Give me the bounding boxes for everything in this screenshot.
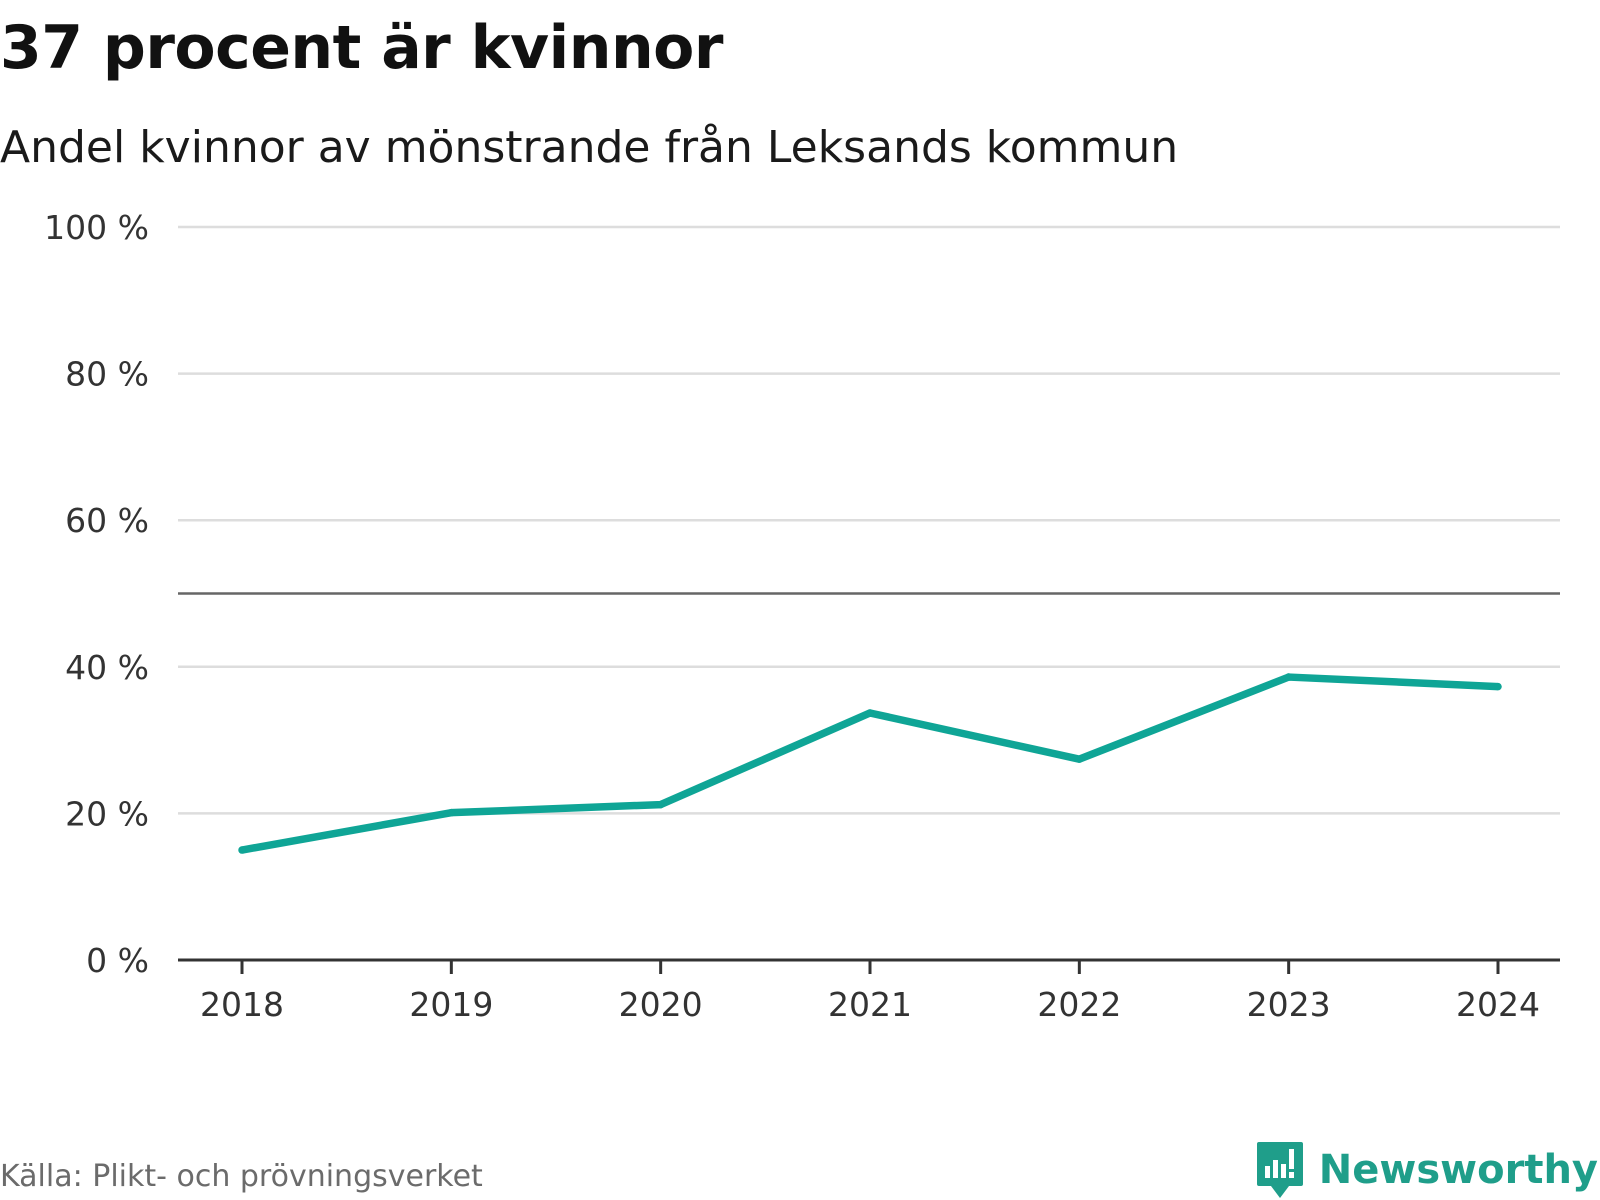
x-tick-label: 2019 xyxy=(409,985,493,1024)
data-point xyxy=(866,709,874,717)
y-tick-label: 60 % xyxy=(65,501,149,540)
series-group xyxy=(238,673,1502,854)
y-axis-labels: 0 % 20 % 40 % 60 % 80 % 100 % xyxy=(44,208,149,980)
x-axis xyxy=(178,958,1560,974)
gridlines xyxy=(178,225,1560,815)
y-tick-label: 40 % xyxy=(65,648,149,687)
data-point xyxy=(656,800,665,809)
y-tick-label: 100 % xyxy=(44,208,149,247)
y-tick-label: 20 % xyxy=(65,794,149,833)
data-point xyxy=(1075,755,1084,763)
x-tick-label: 2024 xyxy=(1456,985,1540,1024)
brand-name: Newsworthy xyxy=(1318,1147,1598,1193)
newsworthy-logo-icon xyxy=(1256,1142,1303,1198)
series-line xyxy=(241,673,1499,854)
brand-logo: Newsworthy xyxy=(1255,1140,1598,1200)
y-tick-label: 0 % xyxy=(86,941,149,980)
x-tick-label: 2022 xyxy=(1037,985,1121,1024)
x-tick-label: 2018 xyxy=(200,985,284,1024)
x-tick-label: 2020 xyxy=(619,985,703,1024)
chart-subtitle: Andel kvinnor av mönstrande från Leksand… xyxy=(0,122,1179,173)
x-axis-labels: 2018 2019 2020 2021 2022 2023 2024 xyxy=(200,985,1540,1024)
data-point xyxy=(447,808,456,817)
data-point xyxy=(238,846,246,854)
data-point xyxy=(1284,673,1293,681)
source-note: Källa: Plikt- och prövningsverket xyxy=(0,1159,483,1194)
x-tick-label: 2021 xyxy=(828,985,912,1024)
data-point xyxy=(1494,682,1502,691)
y-tick-label: 80 % xyxy=(65,355,149,394)
chart-title: 37 procent är kvinnor xyxy=(0,13,723,83)
x-tick-label: 2023 xyxy=(1247,985,1331,1024)
